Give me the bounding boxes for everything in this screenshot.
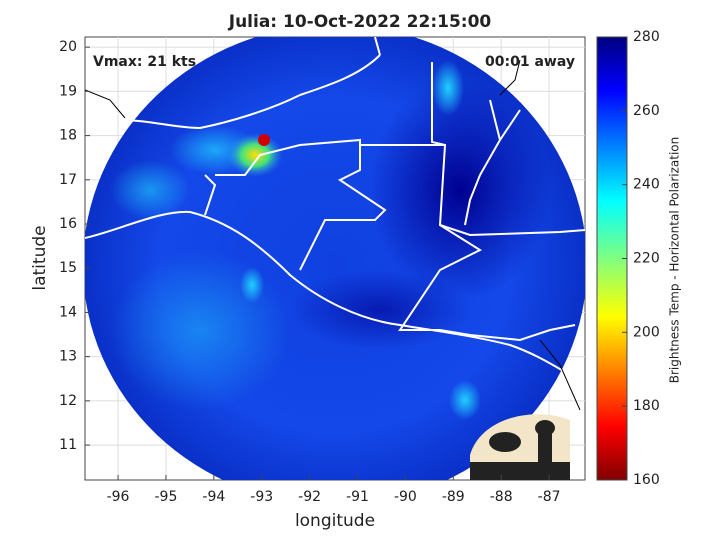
annotation: 00:01 away	[485, 54, 575, 70]
colorbar-tick-label: 240	[633, 177, 660, 193]
convection-core	[258, 134, 270, 146]
y-axis-label: latitude	[30, 225, 50, 290]
x-tick-label: -90	[394, 489, 417, 505]
cold-region	[370, 80, 550, 300]
warm-region	[432, 60, 464, 116]
warm-region	[110, 250, 290, 410]
x-tick-label: -95	[155, 489, 178, 505]
logo-text: CIMSS	[491, 465, 549, 478]
annotation: Vmax: 21 kts	[93, 54, 196, 70]
x-tick-label: -91	[346, 489, 369, 505]
warm-region	[110, 160, 190, 220]
y-tick-label: 15	[59, 260, 77, 276]
x-tick-label: -92	[298, 489, 321, 505]
x-tick-label: -96	[107, 489, 130, 505]
x-tick-label: -94	[202, 489, 225, 505]
title: Julia: 10-Oct-2022 22:15:00	[228, 12, 492, 32]
colorbar-tick-label: 200	[633, 324, 660, 340]
colorbar-tick-label: 280	[633, 29, 660, 45]
cold-region	[290, 270, 470, 350]
colorbar-tick-label: 260	[633, 103, 660, 119]
warm-region	[240, 267, 264, 303]
colorbar-tick-label: 160	[633, 472, 660, 488]
colorbar-tick-label: 180	[633, 398, 660, 414]
colorbar-tick-label: 220	[633, 251, 660, 267]
x-tick-label: -87	[538, 489, 561, 505]
y-tick-label: 14	[59, 304, 77, 320]
x-tick-label: -88	[490, 489, 513, 505]
y-tick-label: 16	[59, 216, 77, 232]
y-tick-label: 17	[59, 172, 77, 188]
y-tick-label: 12	[59, 393, 77, 409]
x-tick-label: -89	[442, 489, 465, 505]
y-tick-label: 13	[59, 349, 77, 365]
y-tick-label: 11	[59, 437, 77, 453]
convection	[227, 133, 283, 177]
borders	[85, 37, 585, 376]
cimss-logo: CIMSS	[470, 414, 570, 480]
colorbar-label: Brightness Temp - Horizontal Polarizatio…	[668, 137, 682, 384]
x-axis-label: longitude	[295, 511, 375, 531]
x-tick-label: -93	[250, 489, 273, 505]
y-tick-label: 20	[59, 39, 77, 55]
swath	[85, 37, 585, 480]
outer-coast	[85, 59, 581, 411]
y-tick-label: 18	[59, 128, 77, 144]
y-tick-label: 19	[59, 83, 77, 99]
warm-region	[449, 380, 481, 420]
